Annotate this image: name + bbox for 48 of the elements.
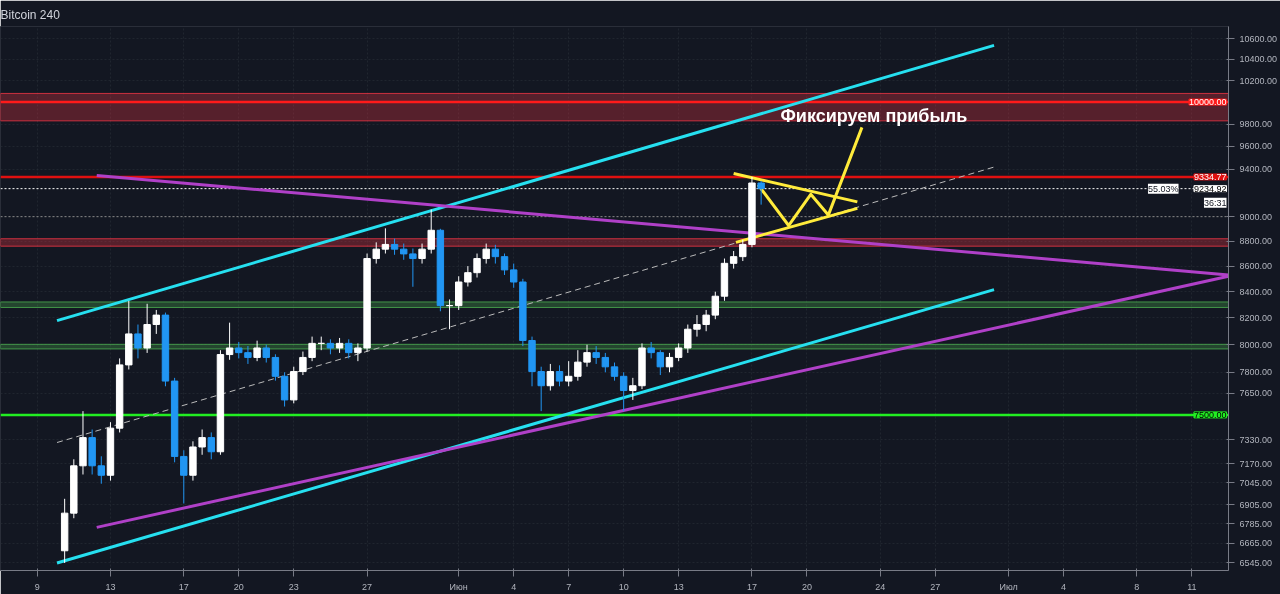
x-tick-label: 27 — [362, 581, 373, 592]
annotation: Фиксируем прибыль — [780, 105, 968, 126]
y-tick-label: 7170.00 — [1239, 458, 1273, 469]
y-tick-label: 9600.00 — [1239, 141, 1273, 152]
y-tick-label: 9400.00 — [1239, 164, 1273, 175]
y-tick-label: 10200.00 — [1239, 75, 1278, 86]
y-tick-label: 10600.00 — [1239, 33, 1278, 44]
y-tick-label: 10400.00 — [1239, 54, 1278, 65]
ref-line-label: 9234.92 — [1193, 183, 1227, 194]
y-tick-label: 8800.00 — [1239, 236, 1273, 247]
y-tick-label: 8200.00 — [1239, 312, 1273, 323]
y-tick-label: 9000.00 — [1239, 211, 1273, 222]
y-tick-label: 8400.00 — [1239, 286, 1273, 297]
y-tick-label: 6905.00 — [1239, 499, 1273, 510]
x-tick-label: 8 — [1134, 581, 1140, 592]
x-tick-label: 17 — [178, 581, 189, 592]
ref-line-label: 9334.77 — [1193, 171, 1227, 182]
x-tick-label: 13 — [673, 581, 684, 592]
x-tick-label: 23 — [288, 581, 299, 592]
y-tick-label: 8600.00 — [1239, 261, 1273, 272]
y-tick-label: 9800.00 — [1239, 119, 1273, 130]
ref-line-label: 7500.00 — [1193, 409, 1227, 420]
x-tick-label: 11 — [1187, 581, 1197, 592]
x-tick-label: Июн — [449, 581, 468, 592]
x-tick-label: 9 — [34, 581, 40, 592]
x-tick-label: 24 — [875, 581, 886, 592]
y-tick-label: 7045.00 — [1239, 477, 1273, 488]
x-tick-label: 20 — [801, 581, 812, 592]
x-tick-label: 13 — [105, 581, 116, 592]
x-tick-label: 7 — [566, 581, 572, 592]
y-tick-label: 7330.00 — [1239, 434, 1273, 445]
y-tick-label: 6665.00 — [1239, 538, 1273, 549]
x-tick-label: 4 — [1061, 581, 1067, 592]
x-tick-label: 17 — [746, 581, 757, 592]
annotation: 55.03% — [1147, 183, 1179, 194]
x-tick-label: Июл — [999, 581, 1018, 592]
x-tick-label: 4 — [511, 581, 517, 592]
x-tick-label: 10 — [618, 581, 629, 592]
y-tick-label: 6545.00 — [1239, 558, 1273, 568]
chart-title: Bitcoin 240 — [0, 7, 61, 22]
y-tick-label: 8000.00 — [1239, 339, 1273, 350]
y-tick-label: 6785.00 — [1239, 518, 1273, 529]
y-tick-label: 7650.00 — [1239, 388, 1273, 399]
annotation: 36:31 — [1203, 197, 1227, 208]
x-tick-label: 20 — [233, 581, 244, 592]
x-tick-label: 27 — [930, 581, 941, 592]
ref-line-label: 10000.00 — [1188, 97, 1227, 108]
y-tick-label: 7800.00 — [1239, 367, 1273, 378]
